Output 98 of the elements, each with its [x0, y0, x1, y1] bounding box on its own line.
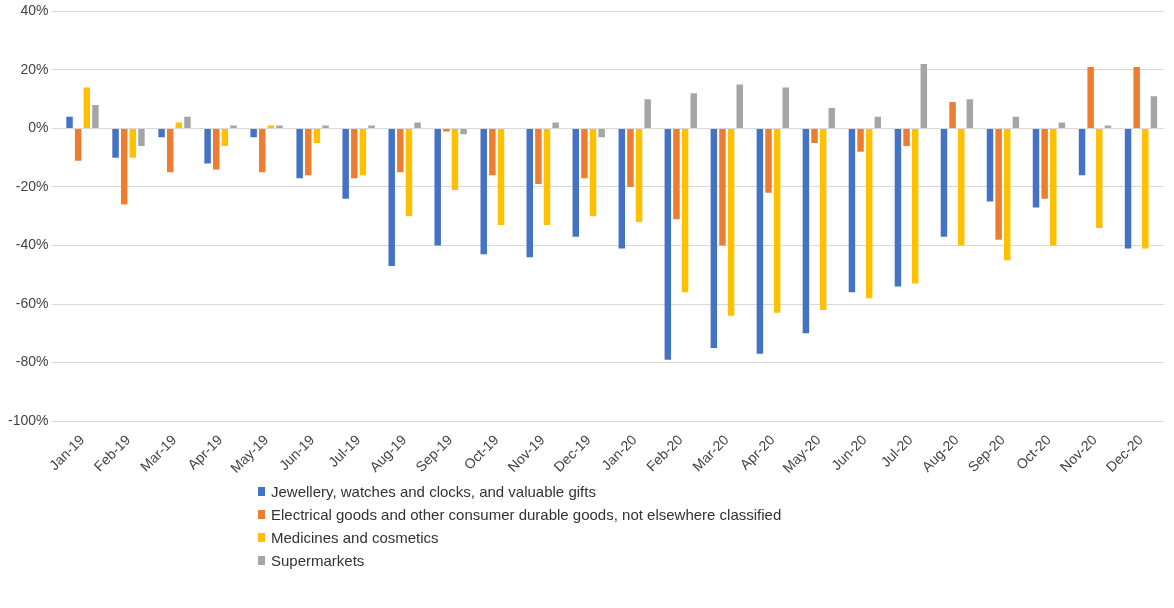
- bar: [903, 128, 910, 147]
- bar: [995, 128, 1002, 240]
- bar: [1032, 128, 1040, 208]
- bar: [635, 128, 643, 223]
- bar: [627, 128, 634, 187]
- y-tick-label: -60%: [15, 294, 49, 311]
- bar: [589, 128, 597, 217]
- y-tick-label: -80%: [15, 353, 49, 370]
- bar: [138, 128, 145, 147]
- bar: [184, 116, 191, 128]
- bar: [1050, 128, 1057, 246]
- bar: [535, 128, 542, 185]
- bar: [1150, 96, 1158, 128]
- bar: [1096, 128, 1103, 228]
- bar: [397, 128, 404, 173]
- legend-label: Jewellery, watches and clocks, and valuable gifts: [271, 483, 596, 500]
- bar: [857, 128, 864, 152]
- bar: [1133, 67, 1140, 128]
- bar: [351, 128, 358, 179]
- bar: [819, 128, 827, 310]
- bar: [1142, 128, 1149, 249]
- bar: [414, 122, 421, 128]
- bar: [158, 128, 165, 138]
- bar: [451, 128, 459, 190]
- bar: [296, 128, 303, 179]
- legend-label: Medicines and cosmetics: [271, 529, 439, 546]
- bar: [543, 128, 551, 226]
- bar: [782, 87, 789, 128]
- bar: [765, 128, 772, 193]
- bar: [727, 128, 735, 316]
- bar: [460, 128, 467, 135]
- bar: [526, 128, 533, 258]
- bar: [221, 128, 229, 147]
- bar: [259, 128, 266, 173]
- bar: [773, 128, 781, 313]
- bar: [894, 128, 902, 287]
- bar: [204, 128, 211, 164]
- bar: [342, 128, 349, 199]
- bar: [581, 128, 588, 179]
- bar: [949, 102, 956, 128]
- bar: [572, 128, 580, 237]
- bar: [305, 128, 312, 176]
- bar: [1087, 67, 1094, 128]
- bar: [74, 128, 82, 161]
- bar: [1041, 128, 1048, 199]
- bar: [166, 128, 174, 173]
- bar: [802, 128, 810, 334]
- bar: [644, 99, 651, 128]
- bar: [250, 128, 257, 138]
- legend-label: Electrical goods and other consumer durable goods, not elsewhere classified: [271, 506, 782, 523]
- bar: [359, 128, 367, 176]
- bar: [828, 107, 836, 128]
- y-tick-label: 20%: [20, 60, 49, 77]
- bar: [598, 128, 605, 138]
- y-tick-label: 0%: [28, 119, 49, 136]
- bar: [920, 64, 928, 128]
- bar: [1004, 128, 1011, 261]
- bar: [1012, 116, 1020, 128]
- bar: [736, 84, 743, 128]
- bar: [112, 128, 119, 158]
- bar: [92, 105, 99, 128]
- bar: [848, 128, 856, 293]
- bar: [710, 128, 718, 348]
- bar: [129, 128, 137, 158]
- bar: [618, 128, 626, 249]
- bar: [756, 128, 764, 354]
- y-tick-label: 40%: [20, 2, 49, 19]
- y-tick-label: -40%: [15, 236, 49, 253]
- y-tick-label: -100%: [8, 411, 49, 428]
- bar: [911, 128, 919, 284]
- bar: [388, 128, 395, 267]
- bar: [497, 128, 505, 226]
- bar: [966, 99, 974, 128]
- bar: [865, 128, 873, 299]
- bar: [681, 128, 689, 293]
- bar: [552, 122, 559, 128]
- bar: [313, 128, 321, 144]
- bar: [480, 128, 487, 255]
- bar: [940, 128, 948, 237]
- bar: [213, 128, 220, 170]
- legend-label: Supermarkets: [271, 552, 365, 569]
- bar: [405, 128, 413, 217]
- bar: [66, 116, 73, 128]
- bar: [719, 128, 726, 246]
- bar: [664, 128, 672, 360]
- bar: [1078, 128, 1086, 176]
- y-tick-label: -20%: [15, 177, 49, 194]
- bar: [120, 128, 128, 205]
- bar: [986, 128, 994, 202]
- bar: [690, 93, 697, 128]
- bar: [673, 128, 680, 220]
- bar: [434, 128, 441, 246]
- bar: [957, 128, 965, 246]
- bar: [83, 87, 91, 128]
- bar: [874, 116, 882, 128]
- bar: [1124, 128, 1132, 249]
- bar: [811, 128, 818, 144]
- bar: [489, 128, 496, 176]
